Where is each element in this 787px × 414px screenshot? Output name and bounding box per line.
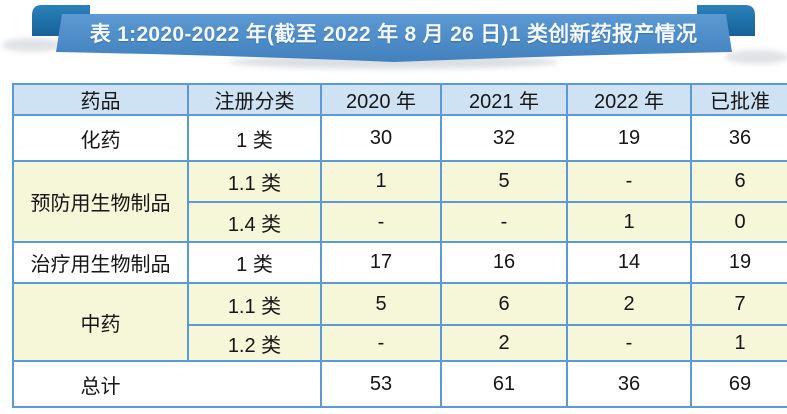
table-row: 化药 1 类 30 32 19 36 bbox=[12, 114, 787, 162]
cell-category: 1.1 类 bbox=[187, 160, 322, 203]
cell-2021: 32 bbox=[440, 114, 568, 162]
table-row: 中药 1.1 类 5 6 2 7 bbox=[12, 282, 787, 362]
cell-category: 1 类 bbox=[187, 241, 322, 284]
cell-approved: 0 bbox=[690, 201, 787, 243]
cell-2021: 6 bbox=[440, 282, 568, 326]
ribbon-graphic bbox=[2, 5, 787, 69]
table-title: 表 1:2020-2022 年(截至 2022 年 8 月 26 日)1 类创新… bbox=[89, 23, 698, 46]
cell-2020: 17 bbox=[320, 241, 442, 284]
cell-approved: 19 bbox=[690, 241, 787, 284]
ribbon-shadow-left bbox=[2, 38, 62, 52]
cell-2021: 2 bbox=[440, 324, 568, 362]
cell-2020: 30 bbox=[320, 114, 442, 162]
cell-2022: 1 bbox=[566, 201, 692, 243]
cell-category: 1.4 类 bbox=[187, 201, 322, 243]
cell-2021: - bbox=[440, 201, 568, 243]
total-row: 总计 53 61 36 69 bbox=[12, 360, 787, 408]
cell-2020: - bbox=[320, 324, 442, 362]
header-drug: 药品 bbox=[12, 83, 189, 116]
cell-2022: 2 bbox=[566, 282, 692, 326]
cell-2022: - bbox=[566, 324, 692, 362]
ribbon-bar bbox=[56, 14, 732, 62]
cell-2020-total: 53 bbox=[320, 360, 442, 408]
cell-approved: 6 bbox=[690, 160, 787, 203]
table-row: 1.4 类 - - 1 0 bbox=[13, 201, 787, 243]
cell-2020: 1 bbox=[320, 160, 442, 203]
cell-drug: 预防用生物制品 bbox=[12, 160, 189, 243]
cell-2021: 5 bbox=[440, 160, 568, 203]
cell-2022: 14 bbox=[566, 241, 692, 284]
cell-category: 1.2 类 bbox=[187, 324, 322, 362]
cell-2022: 19 bbox=[566, 114, 692, 162]
cell-2022-total: 36 bbox=[566, 360, 692, 408]
cell-drug: 化药 bbox=[12, 114, 189, 162]
total-label: 总计 bbox=[80, 375, 121, 398]
header-category: 注册分类 bbox=[187, 83, 322, 116]
report-table: 药品 注册分类 2020 年 2021 年 2022 年 已批准 化药 1 类 … bbox=[12, 83, 787, 408]
cell-2021: 16 bbox=[440, 241, 568, 284]
cell-2022: - bbox=[566, 160, 692, 203]
cell-approved: 1 bbox=[690, 324, 787, 362]
cell-total-label: 总计 bbox=[12, 360, 322, 408]
cell-drug: 治疗用生物制品 bbox=[12, 241, 189, 284]
cell-2020: - bbox=[320, 201, 442, 243]
cell-approved: 36 bbox=[690, 114, 787, 162]
title-banner: 表 1:2020-2022 年(截至 2022 年 8 月 26 日)1 类创新… bbox=[0, 0, 787, 78]
cell-approved-total: 69 bbox=[690, 360, 787, 408]
cell-approved: 7 bbox=[690, 282, 787, 326]
cell-drug: 中药 bbox=[12, 282, 189, 362]
header-row: 药品 注册分类 2020 年 2021 年 2022 年 已批准 bbox=[12, 83, 787, 116]
table-row: 治疗用生物制品 1 类 17 16 14 19 bbox=[12, 241, 787, 284]
table-row: 预防用生物制品 1.1 类 1 5 - 6 bbox=[12, 160, 787, 243]
header-2022: 2022 年 bbox=[566, 83, 692, 116]
cell-2021-total: 61 bbox=[440, 360, 568, 408]
cell-category: 1.1 类 bbox=[187, 282, 322, 326]
header-approved: 已批准 bbox=[690, 83, 787, 116]
header-2021: 2021 年 bbox=[440, 83, 568, 116]
table-row: 1.2 类 - 2 - 1 bbox=[13, 324, 787, 362]
header-2020: 2020 年 bbox=[320, 83, 442, 116]
cell-2020: 5 bbox=[320, 282, 442, 326]
cell-category: 1 类 bbox=[187, 114, 322, 162]
ribbon-shadow-right bbox=[725, 50, 787, 64]
